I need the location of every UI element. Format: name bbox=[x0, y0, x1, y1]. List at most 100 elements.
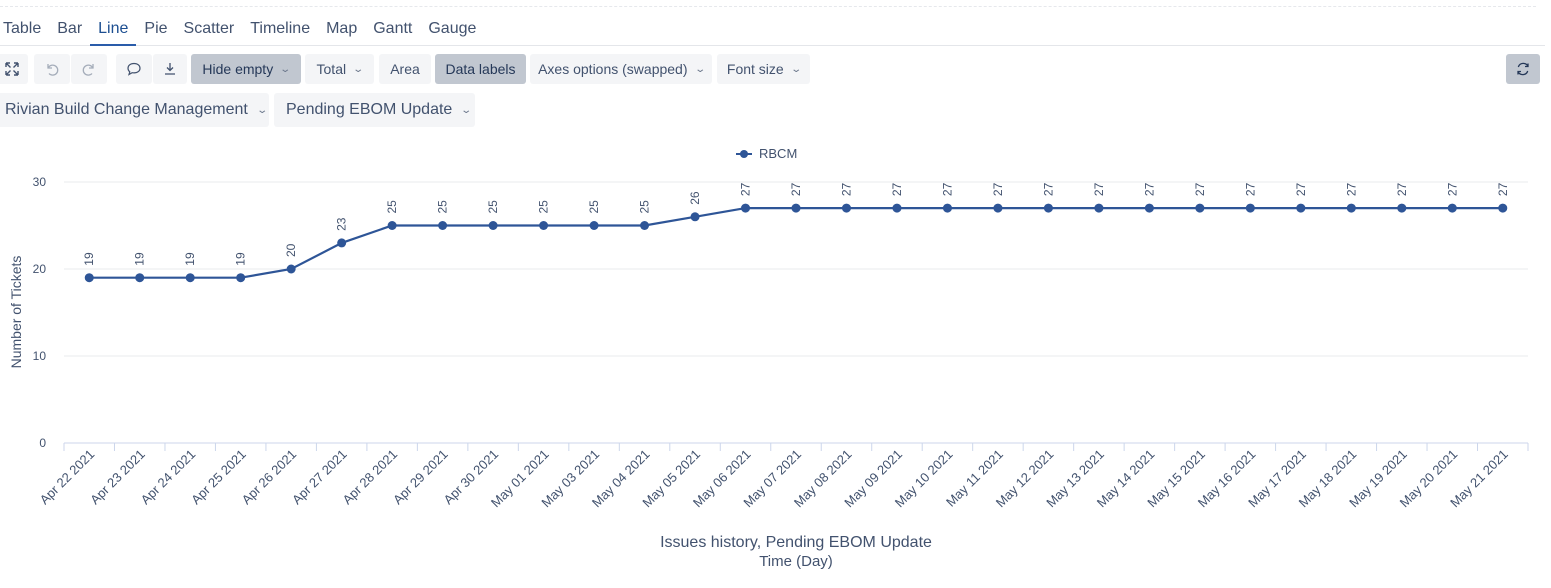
x-tick-label: May 21 2021 bbox=[1447, 447, 1511, 511]
x-tick-label: May 13 2021 bbox=[1043, 447, 1107, 511]
data-label: 19 bbox=[234, 252, 248, 266]
x-tick-label: Apr 25 2021 bbox=[188, 447, 249, 508]
x-tick-label: Apr 22 2021 bbox=[37, 447, 98, 508]
data-point bbox=[589, 221, 599, 230]
x-tick-label: May 07 2021 bbox=[740, 447, 804, 511]
x-tick-label: Apr 26 2021 bbox=[239, 447, 300, 508]
chevron-down-icon: ⌄ bbox=[256, 104, 268, 116]
refresh-icon bbox=[1517, 62, 1529, 76]
project-selector[interactable]: Rivian Build Change Management ⌄ bbox=[0, 93, 269, 127]
tab-timeline[interactable]: Timeline bbox=[250, 20, 311, 37]
x-tick-label: Apr 29 2021 bbox=[390, 447, 451, 508]
data-point bbox=[942, 203, 952, 213]
axes-options-label: Axes options (swapped) bbox=[538, 61, 688, 77]
data-point bbox=[1447, 203, 1457, 213]
data-point bbox=[1043, 203, 1053, 213]
data-label: 19 bbox=[82, 252, 96, 266]
tab-map[interactable]: Map bbox=[326, 20, 358, 37]
data-point bbox=[640, 221, 650, 230]
data-label: 27 bbox=[1092, 182, 1106, 196]
x-tick-label: Apr 28 2021 bbox=[340, 447, 401, 508]
comment-button[interactable] bbox=[116, 54, 152, 84]
data-point bbox=[1397, 203, 1407, 213]
total-label: Total bbox=[316, 61, 347, 77]
data-point bbox=[1195, 203, 1205, 213]
legend-marker bbox=[740, 150, 748, 158]
data-point bbox=[1144, 203, 1154, 213]
x-tick-label: Apr 30 2021 bbox=[441, 447, 502, 508]
y-tick-label: 10 bbox=[33, 349, 47, 363]
tab-gauge[interactable]: Gauge bbox=[428, 20, 477, 37]
x-tick-label: May 04 2021 bbox=[589, 447, 653, 511]
data-point bbox=[791, 203, 801, 213]
data-labels-button[interactable]: Data labels bbox=[435, 54, 526, 84]
data-label: 27 bbox=[839, 182, 853, 196]
data-point bbox=[741, 203, 751, 213]
data-label: 27 bbox=[1344, 182, 1358, 196]
chevron-down-icon: ⌄ bbox=[279, 63, 292, 75]
data-point bbox=[1296, 203, 1306, 213]
x-tick-label: Apr 24 2021 bbox=[138, 447, 199, 508]
data-label: 27 bbox=[1496, 182, 1510, 196]
legend: RBCM bbox=[736, 146, 797, 161]
data-label: 27 bbox=[1142, 182, 1156, 196]
tab-pie[interactable]: Pie bbox=[144, 20, 168, 37]
data-label: 27 bbox=[1041, 182, 1055, 196]
data-label: 27 bbox=[1243, 182, 1257, 196]
area-button[interactable]: Area bbox=[379, 54, 431, 84]
tab-scatter[interactable]: Scatter bbox=[183, 20, 235, 37]
refresh-button[interactable] bbox=[1506, 54, 1540, 84]
x-tick-label: May 20 2021 bbox=[1397, 447, 1461, 511]
y-tick-label: 30 bbox=[33, 175, 47, 189]
x-tick-label: May 18 2021 bbox=[1296, 447, 1360, 511]
data-label: 25 bbox=[436, 200, 450, 214]
status-selector[interactable]: Pending EBOM Update ⌄ bbox=[274, 93, 475, 127]
undo-button[interactable] bbox=[34, 54, 70, 84]
x-tick-label: May 03 2021 bbox=[538, 447, 602, 511]
x-tick-label: Apr 23 2021 bbox=[87, 447, 148, 508]
axes-options-button[interactable]: Axes options (swapped) ⌄ bbox=[530, 54, 712, 84]
data-point bbox=[892, 203, 902, 213]
top-divider bbox=[0, 6, 1536, 7]
download-button[interactable] bbox=[153, 54, 187, 84]
y-tick-label: 20 bbox=[33, 262, 47, 276]
x-tick-label: May 12 2021 bbox=[993, 447, 1057, 511]
data-label: 27 bbox=[739, 182, 753, 196]
x-tick-label: May 14 2021 bbox=[1094, 447, 1158, 511]
data-point bbox=[1498, 203, 1508, 213]
legend-label-rbcm: RBCM bbox=[759, 146, 797, 161]
expand-button[interactable] bbox=[0, 54, 28, 84]
data-point bbox=[387, 221, 397, 230]
hide-empty-label: Hide empty bbox=[202, 61, 274, 77]
data-label: 27 bbox=[789, 182, 803, 196]
tab-table[interactable]: Table bbox=[3, 20, 42, 37]
data-label: 25 bbox=[537, 200, 551, 214]
status-selector-label: Pending EBOM Update bbox=[286, 101, 453, 118]
total-button[interactable]: Total ⌄ bbox=[305, 54, 374, 84]
data-point bbox=[1346, 203, 1356, 213]
data-point bbox=[993, 203, 1003, 213]
data-label: 27 bbox=[1193, 182, 1207, 196]
font-size-button[interactable]: Font size ⌄ bbox=[717, 54, 810, 84]
x-tick-label: May 19 2021 bbox=[1346, 447, 1410, 511]
hide-empty-button[interactable]: Hide empty ⌄ bbox=[191, 54, 301, 84]
tab-bar[interactable]: Bar bbox=[57, 20, 83, 37]
data-point bbox=[438, 221, 448, 230]
data-label: 27 bbox=[1395, 182, 1409, 196]
data-label: 27 bbox=[940, 182, 954, 196]
data-point bbox=[488, 221, 498, 230]
undo-icon bbox=[47, 64, 59, 76]
chart-type-tabs: Table Bar Line Pie Scatter Timeline Map … bbox=[0, 14, 1545, 46]
data-point bbox=[690, 212, 700, 222]
redo-button[interactable] bbox=[71, 54, 107, 84]
data-point bbox=[185, 273, 195, 283]
data-labels-label: Data labels bbox=[445, 61, 516, 77]
tab-line[interactable]: Line bbox=[90, 14, 137, 46]
expand-icon bbox=[5, 62, 19, 76]
data-point bbox=[236, 273, 246, 283]
chevron-down-icon: ⌄ bbox=[693, 63, 706, 75]
tab-gantt[interactable]: Gantt bbox=[373, 20, 413, 37]
x-tick-label: Apr 27 2021 bbox=[289, 447, 350, 508]
download-icon bbox=[165, 63, 175, 75]
data-point bbox=[135, 273, 145, 283]
